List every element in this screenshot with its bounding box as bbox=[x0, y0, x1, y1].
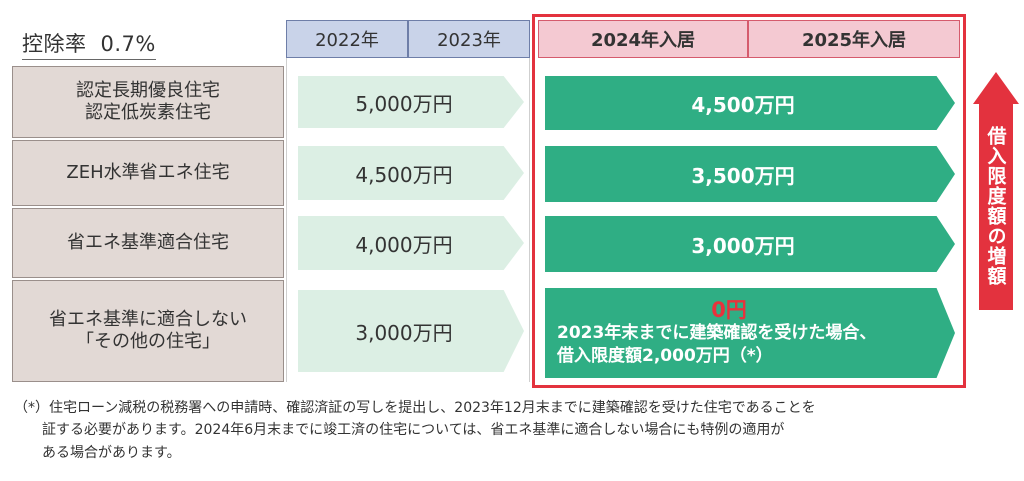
row-label-line: 認定長期優良住宅 bbox=[76, 79, 220, 101]
deduction-rate-label: 控除率 bbox=[22, 32, 87, 56]
row-label-line: 省エネ基準に適合しない bbox=[49, 308, 247, 330]
exception-limit-text: 借入限度額2,000万円（*） bbox=[557, 345, 773, 366]
row-label-other-housing: 省エネ基準に適合しない 「その他の住宅」 bbox=[12, 280, 284, 382]
row-label-line: 「その他の住宅」 bbox=[76, 331, 220, 352]
limit-increase-arrow: 借入限度額の増額 bbox=[973, 72, 1019, 310]
limit-increase-label: 借入限度額の増額 bbox=[984, 126, 1007, 286]
limit-2022-2023-row4: 3,000万円 bbox=[298, 290, 524, 372]
row-label-line: 省エネ基準適合住宅 bbox=[67, 231, 229, 253]
year-header-2022: 2022年 bbox=[286, 20, 408, 58]
exception-condition-text: 2023年末までに建築確認を受けた場合、 bbox=[557, 322, 877, 343]
deduction-rate-value: 0.7% bbox=[100, 32, 156, 56]
footnote: （*）住宅ローン減税の税務署への申請時、確認済証の写しを提出し、2023年12月… bbox=[14, 397, 1014, 464]
limit-2022-2023-row2: 4,500万円 bbox=[298, 146, 524, 200]
limit-2022-2023-row1: 5,000万円 bbox=[298, 76, 524, 128]
zero-yen-value: 0円 bbox=[711, 297, 747, 322]
limit-2024-2025-row1: 4,500万円 bbox=[545, 76, 955, 130]
year-header-2025: 2025年入居 bbox=[748, 20, 960, 58]
year-header-2023: 2023年 bbox=[408, 20, 530, 58]
limit-2022-2023-row3: 4,000万円 bbox=[298, 216, 524, 270]
year-header-2024: 2024年入居 bbox=[538, 20, 748, 58]
limit-2024-2025-row4: 0円 2023年末までに建築確認を受けた場合、 借入限度額2,000万円（*） bbox=[545, 288, 955, 378]
row-label-long-life-housing: 認定長期優良住宅 認定低炭素住宅 bbox=[12, 66, 284, 138]
row-label-line: 認定低炭素住宅 bbox=[85, 102, 211, 123]
footnote-line: （*）住宅ローン減税の税務署への申請時、確認済証の写しを提出し、2023年12月… bbox=[14, 400, 816, 416]
limit-2024-2025-row3: 3,000万円 bbox=[545, 216, 955, 272]
deduction-rate: 控除率 0.7% bbox=[22, 28, 156, 60]
arrow-shaft: 借入限度額の増額 bbox=[979, 102, 1013, 310]
footnote-line: 証する必要があります。2024年6月末までに竣工済の住宅については、省エネ基準に… bbox=[14, 422, 785, 439]
row-label-energy-standard-housing: 省エネ基準適合住宅 bbox=[12, 208, 284, 278]
footnote-line: ある場合があります。 bbox=[14, 444, 181, 461]
row-label-line: ZEH水準省エネ住宅 bbox=[66, 161, 230, 183]
limit-2024-2025-row2: 3,500万円 bbox=[545, 146, 955, 202]
highlight-frame-2024-2025 bbox=[532, 14, 966, 388]
arrow-up-icon bbox=[973, 72, 1019, 104]
row-label-zeh-housing: ZEH水準省エネ住宅 bbox=[12, 140, 284, 206]
